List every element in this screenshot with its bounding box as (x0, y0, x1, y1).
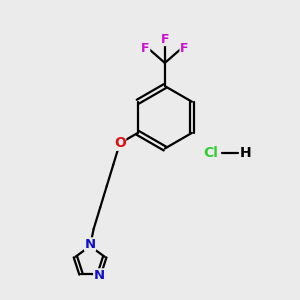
Text: F: F (180, 42, 188, 55)
Text: F: F (160, 33, 169, 46)
Text: O: O (114, 136, 126, 150)
Text: N: N (85, 238, 96, 251)
Text: H: H (240, 146, 251, 160)
Text: N: N (94, 269, 105, 282)
Text: Cl: Cl (203, 146, 218, 160)
Text: F: F (141, 42, 150, 55)
